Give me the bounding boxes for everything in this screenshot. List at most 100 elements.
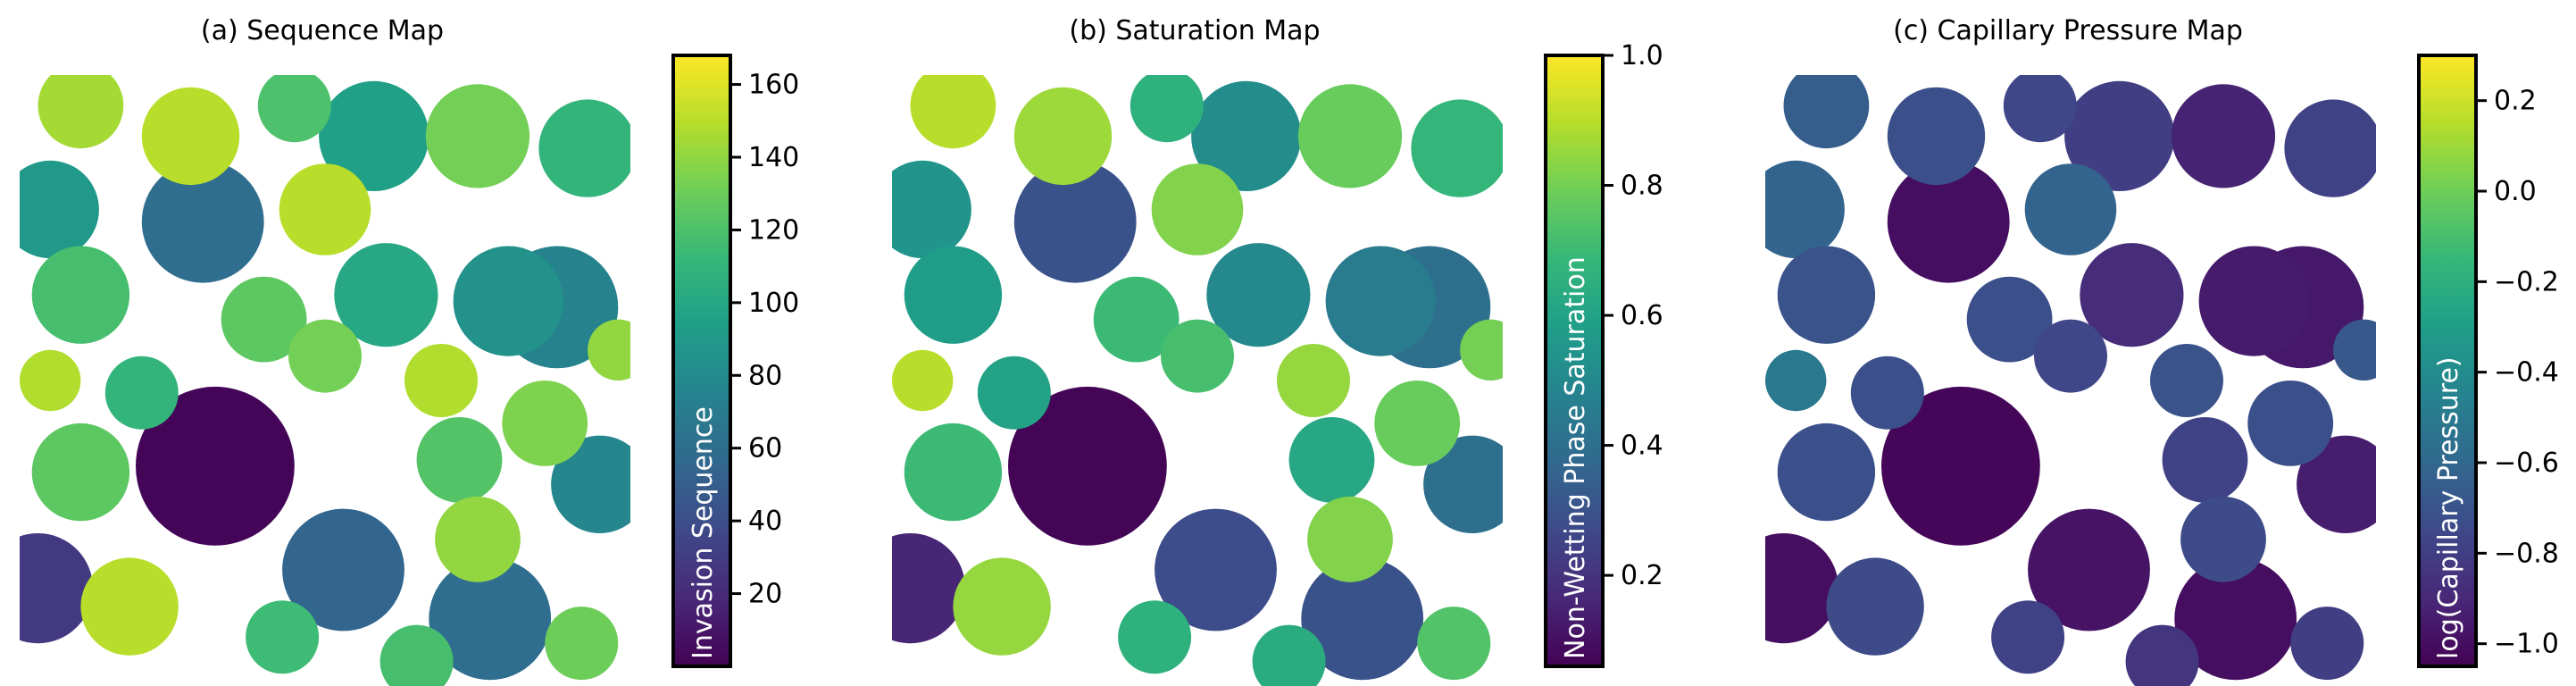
pore-region-23: [1991, 600, 2065, 674]
pore-region-19: [2162, 417, 2248, 503]
pore-region-9: [2080, 243, 2184, 347]
pore-region-13: [1777, 422, 1876, 522]
colorbar-tick-label: 1.0: [1621, 40, 1663, 71]
pore-region-21: [502, 381, 588, 466]
pore-region-2: [538, 99, 630, 197]
pore-region-12: [1008, 386, 1167, 546]
pore-region-6: [1765, 160, 1845, 259]
pore-region-30: [977, 356, 1051, 430]
pore-region-8: [2024, 163, 2117, 255]
pore-region-19: [1288, 417, 1375, 503]
pore-region-20: [2034, 319, 2107, 393]
panel-c: (c) Capillary Pressure Map −1.0−0.8−0.6−…: [1765, 15, 2559, 686]
pore-region-22: [1277, 344, 1350, 417]
pore-region-31: [1130, 75, 1204, 143]
pore-region-25: [379, 624, 454, 686]
pore-region-9: [1206, 243, 1311, 347]
pore-region-18: [551, 435, 630, 533]
pore-region-21: [2247, 381, 2334, 466]
pore-region-0: [319, 80, 429, 191]
pore-region-14: [892, 533, 966, 644]
colorbar-tick-label: 160: [748, 70, 799, 101]
pore-region-10: [453, 246, 563, 356]
pore-region-27: [1093, 276, 1180, 363]
pore-region-3: [1783, 75, 1870, 149]
pore-region-17: [429, 557, 552, 681]
panel-c-colorbar: −1.0 −0.8 −0.6 −0.4 −0.2 0.0 0.2: [2417, 54, 2559, 668]
pore-region-12: [1881, 386, 2040, 546]
colorbar-tick-label: 100: [748, 288, 799, 319]
colorbar-tick-label: 20: [748, 579, 782, 610]
pore-region-7: [31, 246, 130, 344]
colorbar-tick-label: 40: [748, 506, 782, 537]
panel-b: (b) Saturation Map 0.2 0.4 0.6 0.8 1.0 Non-W…: [892, 15, 1663, 686]
pore-region-16: [2028, 508, 2150, 632]
pore-region-15: [1826, 557, 1924, 656]
pore-region-4: [141, 87, 240, 186]
pore-region-1: [1297, 84, 1403, 188]
pore-region-28: [1460, 319, 1503, 381]
colorbar-tick-label: 0.0: [2494, 176, 2537, 207]
pore-region-30: [104, 356, 179, 430]
panel-b-colorbar-label: Non-Wetting Phase Saturation: [1560, 256, 1591, 659]
pore-region-18: [2297, 435, 2376, 533]
colorbar-tick-label: 0.6: [1621, 300, 1663, 331]
pore-region-12: [136, 386, 295, 546]
pore-region-8: [279, 163, 371, 255]
panel-c-map: [1765, 75, 2376, 686]
pore-region-20: [288, 319, 362, 393]
pore-region-17: [1301, 557, 1424, 681]
pore-region-13: [31, 422, 130, 522]
pore-region-6: [20, 160, 99, 259]
pore-region-23: [1118, 600, 1192, 674]
pore-region-4: [1013, 87, 1113, 186]
pore-region-8: [1151, 163, 1244, 255]
panel-a-map: [20, 75, 630, 686]
colorbar-tick-label: 60: [748, 433, 782, 464]
pore-region-5: [141, 160, 264, 283]
pore-region-3: [910, 75, 996, 149]
pore-region-0: [1191, 80, 1302, 191]
pore-region-26: [892, 349, 954, 412]
pore-region-17: [2174, 557, 2297, 681]
pore-region-15: [80, 557, 179, 656]
colorbar-tick-label: −1.0: [2494, 629, 2559, 660]
pore-region-18: [1423, 435, 1503, 533]
colorbar-gradient: [1544, 54, 1605, 668]
pore-region-26: [1765, 349, 1827, 412]
colorbar-tick-label: −0.2: [2494, 266, 2559, 297]
pore-region-10: [1325, 246, 1436, 356]
pore-region-20: [1161, 319, 1234, 393]
pore-region-14: [1765, 533, 1839, 644]
pore-region-2: [2284, 99, 2376, 197]
pore-region-24: [545, 607, 619, 681]
colorbar-gradient: [671, 54, 732, 668]
pore-region-7: [1777, 246, 1876, 344]
colorbar-tick-label: 140: [748, 142, 799, 173]
colorbar-tick-label: −0.8: [2494, 538, 2559, 569]
pore-region-7: [904, 246, 1003, 344]
panel-a: (a) Sequence Map 20 40 60 80 100 120 140 160 In…: [20, 15, 799, 686]
pore-region-31: [2003, 75, 2077, 143]
colorbar-gradient: [2417, 54, 2478, 668]
pore-region-27: [1966, 276, 2053, 363]
pore-region-24: [2290, 607, 2364, 681]
pore-region-31: [257, 75, 331, 143]
pore-region-19: [416, 417, 503, 503]
pore-region-15: [953, 557, 1051, 656]
pore-region-29: [1307, 496, 1393, 582]
panel-b-title: (b) Saturation Map: [1069, 15, 1320, 46]
pore-region-23: [246, 600, 320, 674]
panel-a-title: (a) Sequence Map: [201, 15, 444, 46]
pore-region-10: [2198, 246, 2309, 356]
pore-region-22: [2150, 344, 2223, 417]
panel-b-map: [892, 75, 1503, 686]
pore-region-5: [1887, 160, 2010, 283]
pore-region-21: [1374, 381, 1461, 466]
panel-a-colorbar-label: Invasion Sequence: [688, 406, 719, 659]
pore-region-22: [404, 344, 478, 417]
panel-a-colorbar: 20 40 60 80 100 120 140 160: [671, 54, 799, 668]
colorbar-tick-label: 0.8: [1621, 171, 1663, 202]
pore-region-29: [2180, 496, 2266, 582]
